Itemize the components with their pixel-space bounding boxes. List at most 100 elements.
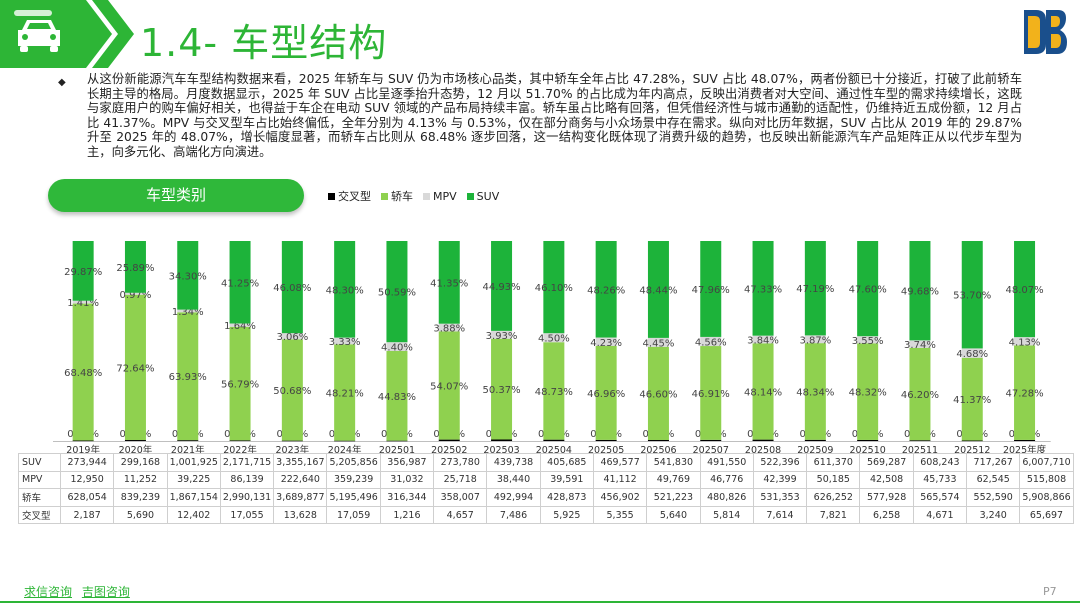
table-cell: 541,830	[646, 453, 701, 472]
bar-cross-15	[857, 439, 879, 441]
x-tick-label-8: 202503	[483, 445, 519, 453]
table-row-label: SUV	[18, 453, 61, 472]
bar-mpv-14	[804, 335, 826, 344]
bar-sedan-3	[229, 326, 251, 441]
x-tick-label-14: 202509	[797, 445, 833, 453]
bar-suv-10	[595, 241, 617, 338]
table-cell: 6,258	[859, 505, 914, 525]
table-cell: 62,545	[966, 470, 1021, 490]
x-tick-label-13: 202508	[745, 445, 781, 453]
data-label-suv-13: 47.33%	[744, 284, 782, 295]
table-cell: 480,826	[699, 488, 754, 507]
table-cell: 25,718	[433, 470, 488, 490]
bar-mpv-15	[857, 336, 879, 344]
data-label-sedan-18: 47.28%	[1005, 389, 1043, 400]
bar-sedan-10	[595, 345, 617, 440]
table-cell: 492,994	[486, 488, 541, 507]
bar-sedan-6	[386, 350, 408, 441]
bar-sedan-13	[752, 343, 774, 440]
legend-label-suv: SUV	[476, 189, 500, 203]
data-label-sedan-14: 48.34%	[796, 387, 834, 398]
table-cell: 577,928	[859, 488, 914, 507]
bar-sedan-18	[1014, 345, 1036, 440]
bar-sedan-14	[804, 343, 826, 440]
table-cell: 5,205,856	[326, 453, 381, 472]
bar-sedan-4	[281, 339, 303, 441]
data-label-mpv-10: 4.23%	[590, 338, 622, 349]
page-number: P7	[1043, 585, 1057, 598]
bar-cross-13	[752, 439, 774, 441]
data-label-suv-9: 46.10%	[535, 283, 573, 294]
table-cell: 628,054	[59, 488, 115, 507]
bar-suv-15	[857, 241, 879, 337]
table-cell: 12,950	[59, 470, 115, 490]
bar-sedan-2	[177, 312, 199, 441]
legend-item-mpv: MPV	[423, 188, 457, 204]
table-cell: 273,780	[433, 453, 488, 472]
table-cell: 46,776	[699, 470, 754, 490]
table-cell: 5,814	[699, 505, 754, 525]
bar-mpv-16	[909, 340, 931, 348]
table-cell: 49,769	[646, 470, 701, 490]
bar-sedan-12	[700, 346, 722, 440]
bar-sedan-11	[647, 346, 669, 440]
bar-mpv-2	[177, 309, 199, 313]
data-label-sedan-12: 46.91%	[692, 389, 730, 400]
bar-mpv-6	[386, 342, 408, 351]
bar-mpv-11	[647, 337, 669, 347]
table-cell: 515,808	[1019, 470, 1074, 490]
x-tick-label-17: 202512	[954, 445, 990, 453]
data-label-suv-16: 49.68%	[901, 287, 939, 298]
table-row: 轿车 628,054 839,239 1,867,154 2,990,131 3,689,…	[18, 488, 1074, 507]
bar-cross-16	[909, 440, 931, 441]
table-row-label: MPV	[18, 470, 61, 490]
data-label-sedan-3: 56.79%	[221, 380, 259, 391]
table-cell: 41,112	[592, 470, 648, 490]
bar-mpv-1	[124, 292, 146, 295]
chart-legend: 交叉型 轿车 MPV SUV	[328, 188, 499, 204]
bar-sedan-17	[961, 357, 983, 441]
footer-link-jitu[interactable]: 吉图咨询	[81, 585, 130, 599]
data-label-sedan-8: 50.37%	[482, 385, 520, 396]
table-cell: 299,168	[113, 453, 168, 472]
x-tick-label-10: 202505	[588, 445, 624, 453]
data-label-suv-8: 44.93%	[482, 282, 520, 293]
bar-suv-9	[543, 241, 565, 334]
bar-mpv-5	[334, 337, 356, 345]
table-cell: 3,355,167	[273, 453, 328, 472]
data-label-mpv-1: 0.97%	[120, 290, 152, 301]
data-label-sedan-10: 46.96%	[587, 389, 625, 400]
legend-swatch-suv	[466, 192, 474, 200]
bar-sedan-15	[857, 343, 879, 440]
table-cell: 12,402	[166, 505, 221, 525]
table-cell: 86,139	[219, 470, 275, 490]
bar-mpv-10	[595, 337, 617, 346]
table-cell: 42,508	[859, 470, 914, 490]
table-cell: 2,990,131	[219, 488, 275, 507]
bar-sedan-5	[334, 344, 356, 441]
bar-cross-10	[595, 439, 617, 441]
stacked-bar-chart: 0.24%68.48%1.41%29.87%2019年0.49%72.64%0.…	[53, 241, 1051, 453]
page-title: 1.4- 车型结构	[140, 21, 388, 65]
table-cell: 608,243	[912, 453, 968, 472]
table-cell: 626,252	[806, 488, 861, 507]
bar-cross-17	[961, 440, 983, 442]
data-label-mpv-8: 3.93%	[486, 331, 518, 342]
bar-cross-8	[491, 439, 513, 441]
bar-suv-13	[752, 241, 774, 336]
table-cell: 50,185	[806, 470, 861, 490]
bar-cross-0	[72, 440, 94, 442]
table-cell: 359,239	[326, 470, 381, 490]
data-label-suv-2: 34.30%	[169, 271, 207, 282]
footer-link-qiuxin[interactable]: 求信咨询	[24, 585, 73, 599]
x-tick-label-6: 202501	[379, 445, 415, 453]
bar-mpv-13	[752, 335, 774, 344]
data-label-mpv-0: 1.41%	[67, 298, 99, 309]
bar-cross-11	[647, 439, 669, 441]
table-cell: 356,987	[379, 453, 435, 472]
bar-cross-6	[386, 440, 408, 442]
table-cell: 469,577	[592, 453, 648, 472]
data-label-suv-10: 48.26%	[587, 285, 625, 296]
table-cell: 569,287	[859, 453, 914, 472]
data-label-sedan-16: 46.20%	[901, 390, 939, 401]
